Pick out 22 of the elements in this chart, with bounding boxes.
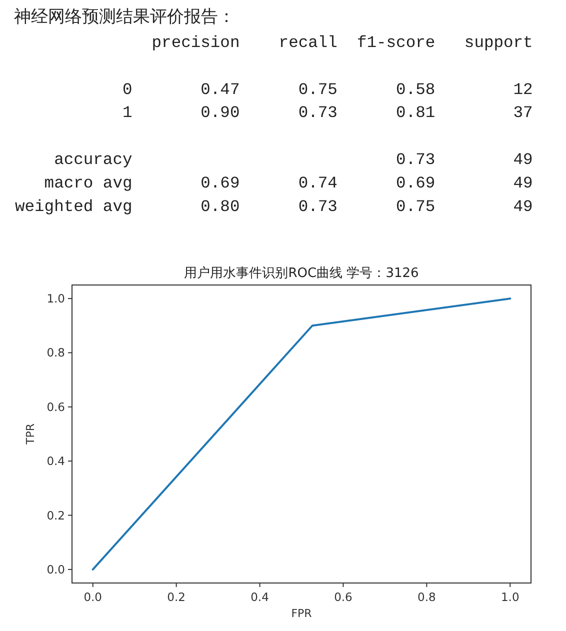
text: accuracy 0.73 49 <box>15 150 533 169</box>
x-axis-title: FPR <box>291 607 312 620</box>
text: macro avg 0.69 0.74 0.69 49 <box>15 173 533 192</box>
y-tick-label: 0.2 <box>46 508 65 522</box>
y-tick-label: 0.8 <box>46 346 65 360</box>
x-tick-label: 0.4 <box>250 590 269 604</box>
text: 神经网络预测结果评价报告： <box>14 7 235 27</box>
y-tick-label: 1.0 <box>46 292 65 306</box>
text: 1 0.90 0.73 0.81 37 <box>15 103 533 122</box>
y-axis-title: TPR <box>24 423 37 446</box>
y-tick-label: 0.4 <box>46 454 65 468</box>
x-tick-label: 0.0 <box>84 590 102 604</box>
x-tick-label: 0.6 <box>334 590 352 604</box>
y-tick-label: 0.0 <box>46 562 65 576</box>
y-tick-label: 0.6 <box>46 400 65 414</box>
text: 0 0.47 0.75 0.58 12 <box>15 80 533 99</box>
chart-title: 用户用水事件识别ROC曲线 学号：3126 <box>184 266 419 281</box>
text: weighted avg 0.80 0.73 0.75 49 <box>15 196 533 216</box>
text: precision recall f1-score support <box>15 33 533 52</box>
x-tick-label: 0.2 <box>167 590 186 604</box>
x-tick-label: 1.0 <box>500 590 520 604</box>
x-tick-label: 0.8 <box>418 590 436 604</box>
